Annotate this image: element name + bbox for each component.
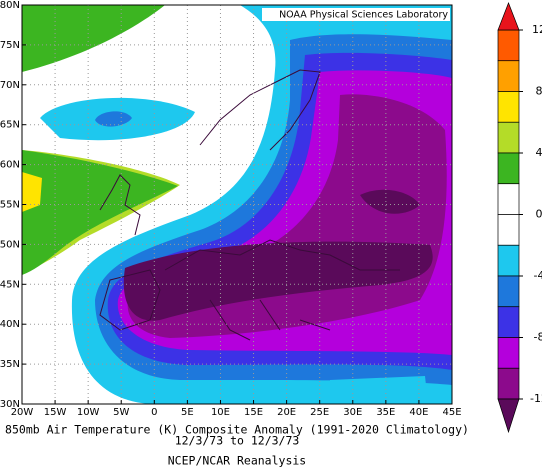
colorbar-bin <box>497 152 520 185</box>
coastlines <box>99 69 400 341</box>
lon-label: 35E <box>376 407 395 418</box>
colorbar-label: -4 <box>534 269 542 282</box>
lon-label: 20E <box>277 407 296 418</box>
colorbar-under <box>497 398 520 434</box>
map-frame <box>21 4 453 405</box>
colorbar-label: -8 <box>534 331 542 344</box>
dataset: NCEP/NCAR Reanalysis <box>168 454 306 468</box>
lon-label: 5W <box>113 407 129 418</box>
colorbar-bin <box>497 183 520 215</box>
contour-cyan <box>330 376 428 404</box>
lat-label: 55N <box>0 200 20 211</box>
lat-label: 65N <box>0 120 20 131</box>
credit: NOAA Physical Sciences Laboratory <box>279 10 448 21</box>
lon-label: 15W <box>44 407 67 418</box>
colorbar-bin <box>497 337 520 369</box>
colorbar-bin <box>497 29 520 62</box>
colorbar-bin <box>497 367 520 400</box>
lat-label: 50N <box>0 239 20 250</box>
lon-label: 10W <box>77 407 100 418</box>
credit-box <box>262 8 450 21</box>
colorbar-label: -12 <box>530 392 542 405</box>
lon-label: 30E <box>343 407 362 418</box>
contour-blue <box>95 111 132 127</box>
colorbar-label: 4 <box>536 146 542 159</box>
colorbar-bin <box>497 306 520 338</box>
lon-label: 40E <box>409 407 428 418</box>
colorbar-bin <box>497 244 520 277</box>
colorbar-bin <box>497 214 520 246</box>
colorbar: 12 8 4 0 -4 -8 -12 <box>497 2 542 434</box>
lat-label: 70N <box>0 80 20 91</box>
colorbar-label: 8 <box>536 85 542 98</box>
lat-label: 45N <box>0 279 20 290</box>
lon-label: 20W <box>11 407 34 418</box>
lon-label: 0 <box>151 407 157 418</box>
lat-label: 30N <box>0 399 20 410</box>
colorbar-bin <box>497 91 520 123</box>
colorbar-bin <box>497 60 520 92</box>
contour-green <box>22 150 178 275</box>
contour-darkpurple <box>123 241 433 321</box>
title: 850mb Air Temperature (K) Composite Anom… <box>5 423 469 437</box>
colorbar-bin <box>497 275 520 308</box>
colorbar-label: 0 <box>536 208 542 221</box>
colorbar-over <box>497 2 520 31</box>
lon-label: 5E <box>181 407 194 418</box>
lon-label: 25E <box>310 407 329 418</box>
colorbar-label: 12 <box>532 23 542 36</box>
lon-label: 15E <box>244 407 263 418</box>
lat-label: 60N <box>0 160 20 171</box>
contour-darkpurple <box>360 189 420 214</box>
contour-green <box>22 5 165 72</box>
lon-label: 10E <box>211 407 230 418</box>
colorbar-bin <box>497 121 520 154</box>
lat-label: 40N <box>0 319 20 330</box>
map-fields <box>22 5 452 404</box>
contour-yellow <box>22 172 42 212</box>
lat-label: 80N <box>0 0 20 11</box>
date-range: 12/3/73 to 12/3/73 <box>175 434 300 448</box>
lat-label: 35N <box>0 359 20 370</box>
lat-label: 75N <box>0 40 20 51</box>
lon-label: 45E <box>442 407 461 418</box>
